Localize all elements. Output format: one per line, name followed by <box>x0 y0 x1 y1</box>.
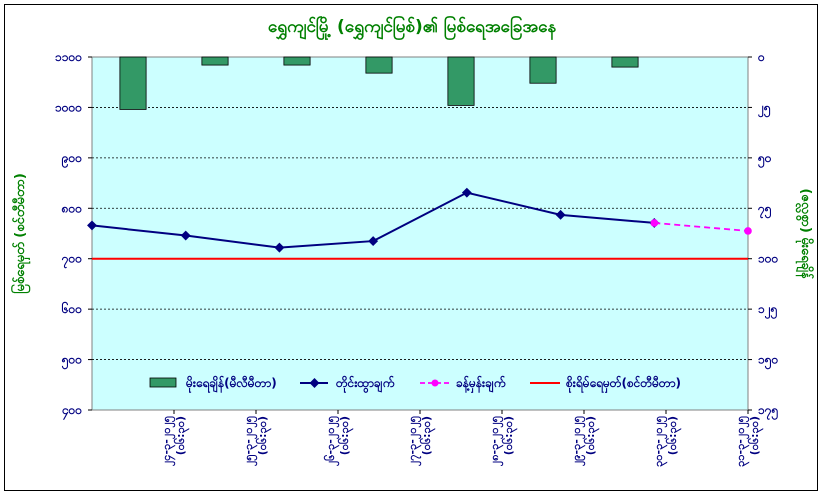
legend: မိုးရေချိန်(မီလီမီတာ) တိုင်းထွာချက် ခန့်မှ… <box>149 374 681 394</box>
y-tick-label-left: ၁၁၀၀ <box>55 50 82 64</box>
y-tick-label-right: ၁၀၀ <box>758 252 779 266</box>
rainfall-bar <box>529 56 557 84</box>
legend-marker-forecast <box>431 379 439 387</box>
y-tick-label-right: ၂၅ <box>757 100 771 118</box>
x-tick-label: ၃၁-၃-၂၀၂၅ (၀၆:၃၀) <box>734 415 764 467</box>
x-tick-label: ၂၈-၃-၂၀၂၅ (၀၆:၃၀) <box>488 415 518 466</box>
rainfall-bar <box>119 56 147 110</box>
x-tick-time: (၀၆:၃၀) <box>502 416 518 455</box>
y-axis-label-left: မြစ်ရေမှတ် (စင်တီမီတာ) <box>10 173 31 294</box>
y-tick-label-right: ၁၇၅ <box>758 403 779 421</box>
x-tick-time: (၀၆:၃၀) <box>338 416 354 455</box>
legend-label: တိုင်းထွာချက် <box>335 374 395 394</box>
rainfall-bar <box>201 56 229 66</box>
y-tick-label-left: ၁၀၀၀ <box>55 100 82 114</box>
x-tick-time: (၀၆:၃၀) <box>420 416 436 455</box>
observed-point <box>274 242 285 253</box>
rainfall-bars <box>119 56 639 110</box>
forecast-point <box>744 227 752 235</box>
x-tick-date: ၂၇-၃-၂၀၂၅ <box>406 415 422 466</box>
legend-label: မိုးရေချိန်(မီလီမီတာ) <box>185 374 277 394</box>
y-tick-label-right: ၅၀ <box>757 151 772 169</box>
x-tick-date: ၃၀-၃-၂၀၂၅ <box>652 415 668 467</box>
x-tick-time: (၀၆:၃၀) <box>666 416 682 455</box>
y-tick-label-right: ၀ <box>757 50 765 64</box>
x-tick-label: ၃၀-၃-၂၀၂၅ (၀၆:၃၀) <box>652 415 682 467</box>
y-tick-label-left: ၇၀၀ <box>61 252 83 270</box>
x-tick-label: ၂၆-၃-၂၀၂၅ (၀၆:၃၀) <box>324 415 354 466</box>
forecast-point <box>650 219 659 227</box>
y-tick-label-right: ၁၅၀ <box>758 353 779 371</box>
y-tick-label-left: ၅၀၀ <box>61 353 83 371</box>
x-tick-label: ၂၄-၃-၂၀၂၅ (၀၆:၃၀) <box>160 415 190 466</box>
legend-label: ခန့်မှန်းချက် <box>456 374 506 394</box>
y-tick-label-right: ၁၂၅ <box>758 302 778 320</box>
observed-point <box>461 187 472 198</box>
x-tick-label: ၂၅-၃-၂၀၂၅ (၀၆:၃၀) <box>242 415 272 466</box>
chart-title: ရွှေကျင်မြို့ (ရွှေကျင်မြစ်)၏ မြစ်ရေအခြေ… <box>268 14 557 41</box>
rainfall-bar <box>447 56 475 106</box>
legend-swatch-rainfall <box>149 377 177 388</box>
rainfall-bar <box>283 56 311 66</box>
x-tick-time: (၀၆:၃၀) <box>174 416 190 455</box>
y-tick-label-right: ၇၅ <box>757 201 772 219</box>
plot-area <box>91 56 749 411</box>
rainfall-bar <box>611 56 639 68</box>
y-axis-label-right: (ဇလ္လစွာ) မိုးရေချိန် <box>795 188 815 280</box>
y-tick-label-left: ၄၀၀ <box>61 403 83 421</box>
x-tick-time: (၀၆:၃၀) <box>256 416 272 455</box>
observed-point <box>555 209 566 220</box>
legend-label: စိုးရိမ်ရေမှတ်(စင်တီမီတာ) <box>565 374 681 394</box>
x-tick-time: (၀၆:၃၀) <box>748 416 764 455</box>
y-tick-label-left: ၈၀၀ <box>61 201 83 215</box>
x-tick-label: ၂၉-၃-၂၀၂၅ (၀၆:၃၀) <box>570 415 600 466</box>
forecast-line <box>654 222 749 232</box>
x-tick-date: ၂၅-၃-၂၀၂၅ <box>242 415 258 466</box>
y-tick-label-left: ၉၀၀ <box>61 151 83 169</box>
legend-marker-observed <box>309 378 320 388</box>
x-tick-date: ၂၈-၃-၂၀၂၅ <box>488 415 504 466</box>
x-tick-time: (၀၆:၃၀) <box>584 416 600 455</box>
x-tick-date: ၂၄-၃-၂၀၂၅ <box>160 415 176 466</box>
x-tick-date: ၂၉-၃-၂၀၂၅ <box>570 415 586 466</box>
x-tick-label: ၂၇-၃-၂၀၂၅ (၀၆:၃၀) <box>406 415 436 466</box>
y-tick-label-left: ၆၀၀ <box>61 300 83 316</box>
x-tick-date: ၃၁-၃-၂၀၂၅ <box>734 415 750 467</box>
observed-point <box>368 236 379 247</box>
rainfall-bar <box>365 56 393 74</box>
series-lines <box>87 187 752 253</box>
x-tick-date: ၂၆-၃-၂၀၂၅ <box>324 415 340 466</box>
observed-point <box>180 230 191 241</box>
observed-point <box>87 220 97 231</box>
